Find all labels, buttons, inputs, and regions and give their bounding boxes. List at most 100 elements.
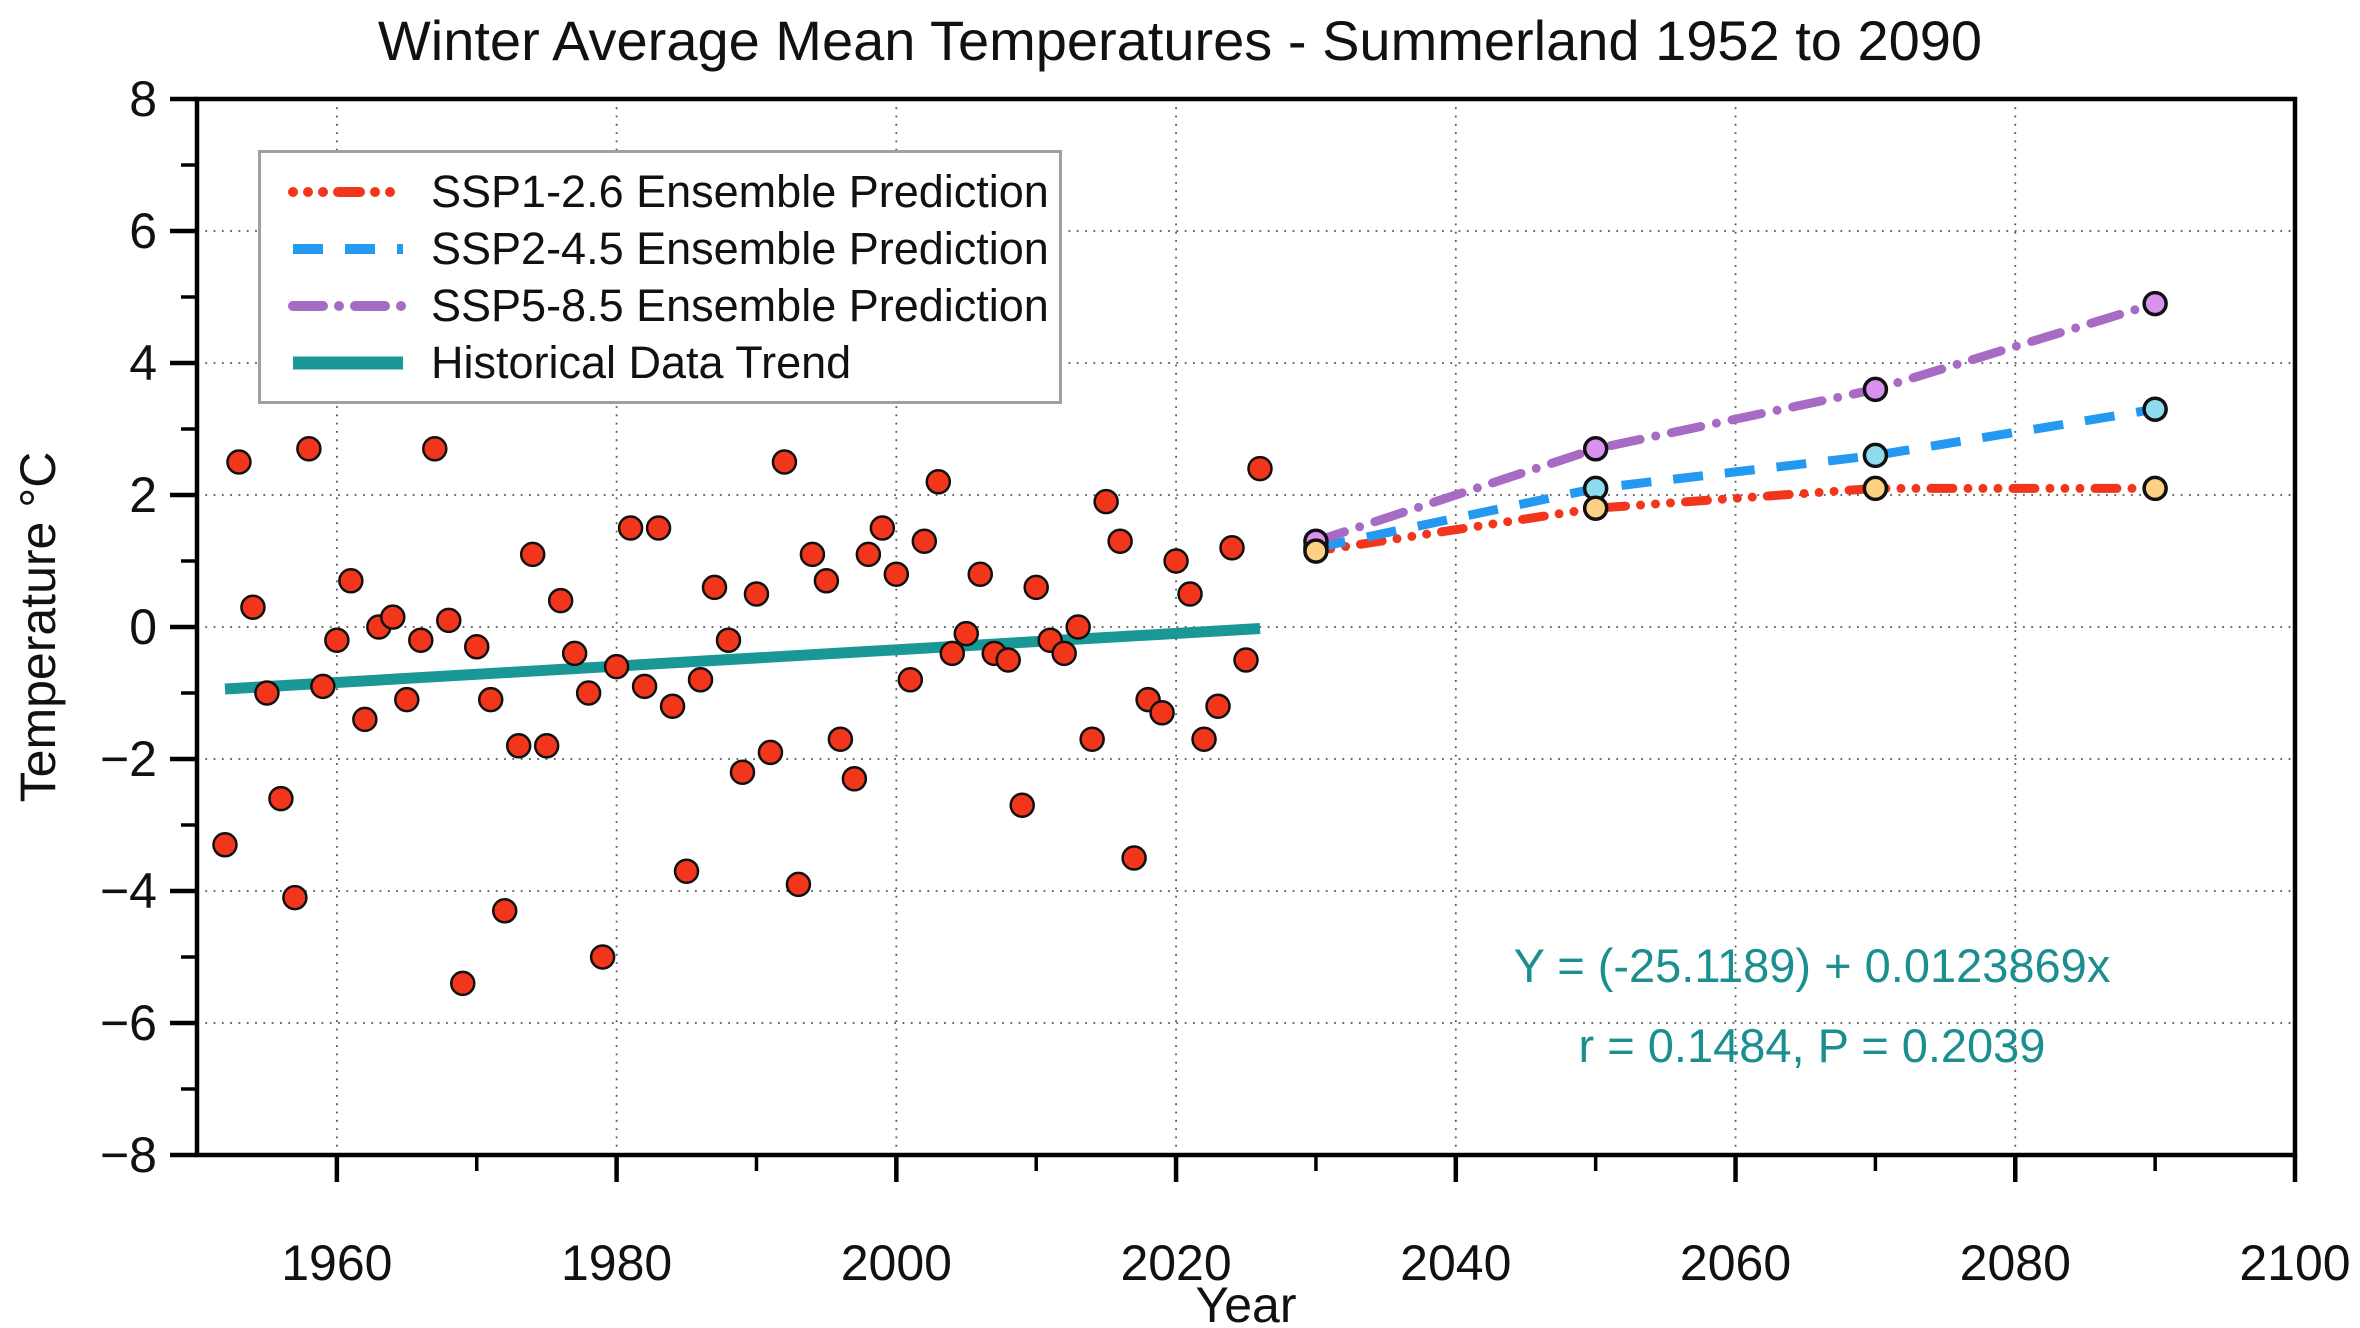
data-point (799, 541, 826, 568)
data-point (422, 436, 448, 462)
data-point (855, 541, 882, 568)
regression-equation: Y = (-25.1189) + 0.0123869x (1513, 939, 2111, 992)
ssp1-marker (2142, 475, 2168, 502)
regression-stats: r = 0.1484, P = 0.2039 (1578, 1019, 2046, 1072)
data-point (575, 680, 602, 706)
data-point (436, 607, 462, 634)
y-tick-label: 4 (129, 335, 157, 391)
x-tick-label: 1980 (561, 1235, 672, 1291)
data-point (589, 944, 616, 970)
x-tick-label: 2100 (2239, 1235, 2350, 1291)
data-point (827, 726, 854, 752)
data-point (296, 436, 322, 462)
data-point (240, 594, 266, 620)
data-point (1009, 792, 1035, 818)
data-point (324, 627, 350, 653)
y-tick-label: −4 (100, 863, 157, 919)
data-point (547, 587, 574, 614)
data-point (771, 449, 798, 475)
data-point (1233, 647, 1259, 673)
ssp2-marker (1862, 442, 1889, 469)
x-tick-label: 2000 (841, 1235, 952, 1291)
data-point (617, 515, 644, 541)
data-point (939, 640, 966, 667)
data-point (1023, 574, 1049, 601)
data-point (1177, 581, 1203, 607)
ssp2-line (1314, 404, 2156, 553)
y-tick-label: 8 (129, 71, 157, 127)
data-point (673, 858, 700, 884)
ssp5-marker (2142, 290, 2168, 317)
data-point (519, 541, 546, 568)
data-point (701, 574, 728, 601)
data-point (1149, 700, 1175, 726)
data-point (310, 673, 336, 700)
data-point (785, 871, 812, 898)
data-point (1093, 488, 1119, 515)
data-point (477, 686, 504, 713)
legend-label: Historical Data Trend (431, 336, 852, 388)
data-point (1247, 455, 1273, 482)
ssp1-marker (1582, 495, 1609, 521)
data-point (449, 970, 476, 997)
data-point (645, 515, 672, 541)
legend-line-sample (288, 186, 408, 197)
y-tick-label: 6 (129, 203, 157, 259)
data-point (463, 634, 490, 660)
x-tick-label: 2020 (1120, 1235, 1231, 1291)
data-point (533, 733, 560, 759)
legend-item-0: SSP1-2.6 Ensemble Prediction (287, 166, 1059, 218)
x-axis-title: Year (1195, 1277, 1297, 1328)
legend-label: SSP5-8.5 Ensemble Prediction (431, 279, 1049, 331)
legend-label: SSP2-4.5 Ensemble Prediction (431, 222, 1049, 274)
data-point (841, 766, 868, 792)
data-point (631, 673, 658, 700)
legend-line-sample (293, 243, 403, 254)
ssp2-marker (2142, 396, 2168, 422)
data-point (268, 785, 294, 812)
legend-label: SSP1-2.6 Ensemble Prediction (431, 165, 1049, 217)
data-point (394, 686, 420, 713)
y-axis-title: Temperature °C (10, 451, 66, 803)
y-tick-label: 2 (129, 467, 157, 523)
scatter-points (212, 436, 1273, 997)
y-tick-labels: 8 6 4 2 0 −2 −4 −6 −8 (100, 71, 157, 1183)
data-point (813, 568, 840, 594)
data-point (659, 693, 686, 719)
data-point (408, 627, 434, 653)
data-point (729, 759, 756, 785)
data-point (897, 667, 924, 693)
data-point (995, 647, 1021, 673)
chart-title: Winter Average Mean Temperatures - Summe… (377, 9, 1983, 72)
ssp1-marker (1303, 538, 1329, 564)
legend-item-1: SSP2-4.5 Ensemble Prediction (287, 223, 1059, 275)
data-point (911, 528, 938, 554)
data-point (603, 653, 630, 680)
data-point (687, 667, 714, 693)
data-point (338, 568, 364, 594)
legend-line-sample (288, 300, 408, 311)
data-point (1065, 614, 1091, 640)
data-point (743, 581, 770, 607)
regression-annotation: Y = (-25.1189) + 0.0123869x r = 0.1484, … (1450, 926, 2174, 1086)
data-point (491, 898, 518, 924)
data-point (1107, 528, 1133, 554)
historical-trend-line (224, 623, 1261, 695)
data-point (254, 680, 280, 706)
data-point (1219, 535, 1245, 561)
x-tick-labels: 1960 1980 2000 2020 2040 2060 2080 2100 (281, 1235, 2350, 1291)
prediction-markers (1303, 290, 2168, 564)
legend: SSP1-2.6 Ensemble Prediction SSP2-4.5 Ens… (258, 150, 1062, 404)
data-point (715, 627, 742, 653)
data-point (352, 706, 378, 733)
ssp1-marker (1862, 475, 1889, 502)
x-tick-label: 1960 (281, 1235, 392, 1291)
data-point (212, 832, 238, 858)
ssp5-marker (1582, 436, 1609, 462)
x-tick-label: 2060 (1680, 1235, 1791, 1291)
data-point (282, 884, 308, 911)
y-tick-label: −8 (100, 1127, 157, 1183)
data-point (226, 449, 252, 475)
